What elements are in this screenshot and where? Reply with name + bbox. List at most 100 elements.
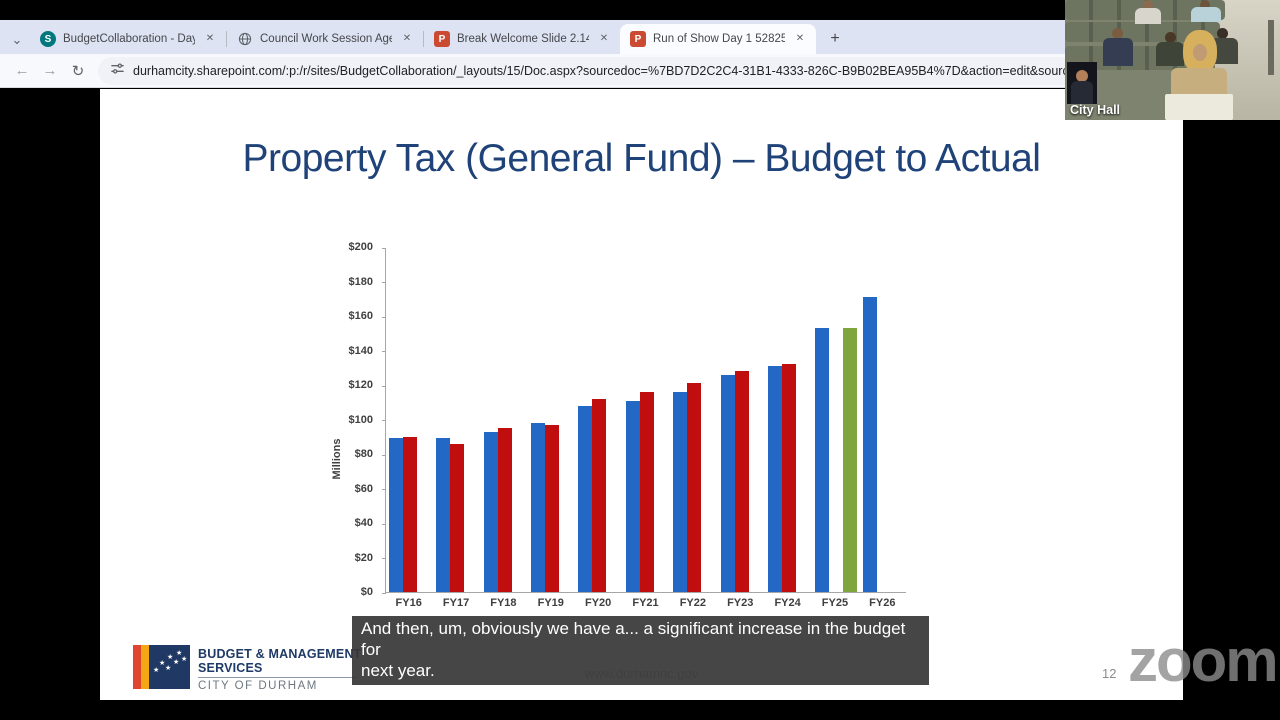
- bar-group-FY22: [670, 248, 717, 592]
- bar-s0-FY20: [578, 405, 593, 592]
- close-icon[interactable]: ✕: [795, 33, 805, 44]
- powerpoint-slide: Property Tax (General Fund) – Budget to …: [100, 89, 1183, 700]
- slide-title: Property Tax (General Fund) – Budget to …: [242, 137, 1041, 180]
- y-axis-tick-mark: [382, 592, 386, 594]
- y-axis-tick-label: $200: [348, 241, 373, 253]
- x-axis-tick-label: FY21: [632, 597, 659, 609]
- video-person: [1103, 38, 1133, 66]
- video-participant-name: City Hall: [1070, 103, 1121, 117]
- x-axis-tick-label: FY20: [584, 597, 612, 609]
- logo-line1: BUDGET & MANAGEMENT: [198, 647, 362, 661]
- bar-s1-FY16: [403, 436, 417, 592]
- bar-s0-FY26: [862, 297, 877, 592]
- y-axis-tick-mark: [382, 489, 386, 490]
- speaker-podium: [1165, 94, 1233, 120]
- tab-separator: [226, 31, 227, 47]
- bar-group-FY17: [433, 248, 480, 592]
- participant-video-thumbnail[interactable]: City Hall: [1065, 0, 1280, 120]
- globe-icon: [237, 31, 253, 47]
- sharepoint-icon: S: [40, 31, 56, 47]
- bar-s1-FY17: [450, 443, 465, 592]
- powerpoint-icon: P: [434, 31, 450, 47]
- y-axis-tick-mark: [382, 247, 386, 249]
- y-axis-tick-label: $180: [348, 275, 373, 288]
- x-axis-tick-label: FY16: [395, 597, 422, 609]
- tab-council-work-session[interactable]: Council Work Session Agenda ... ✕: [227, 24, 423, 54]
- video-person: [1200, 0, 1210, 10]
- x-axis-labels: FY16 FY17 FY18 FY19 FY20 FY21 FY22 FY23 FY24 FY25…: [385, 597, 906, 613]
- powerpoint-icon: P: [630, 31, 646, 47]
- address-bar[interactable]: durhamcity.sharepoint.com/:p:/r/sites/Bu…: [98, 56, 1173, 85]
- x-axis-tick-label: FY24: [774, 597, 801, 609]
- speaker-face: [1193, 44, 1207, 61]
- bar-s0-FY23: [720, 374, 735, 592]
- close-icon[interactable]: ✕: [599, 33, 609, 44]
- caption-line-1: And then, um, obviously we have a... a s…: [361, 619, 906, 659]
- bar-group-FY25: [812, 248, 859, 592]
- bar-s0-FY21: [625, 400, 640, 592]
- forward-icon[interactable]: →: [42, 62, 58, 79]
- logo-divider: [198, 677, 358, 678]
- new-tab-button[interactable]: +: [830, 30, 840, 47]
- tab-title: Council Work Session Agenda ...: [260, 33, 392, 45]
- x-axis-tick-label: FY17: [442, 597, 470, 609]
- x-axis-tick-label: FY23: [727, 597, 754, 609]
- bar-s1-FY20: [592, 398, 607, 592]
- y-axis-tick-mark: [382, 420, 386, 421]
- bar-group-FY21: [623, 248, 670, 592]
- close-icon[interactable]: ✕: [205, 33, 215, 44]
- bar-s1-FY22: [687, 383, 702, 592]
- y-axis-tick-label: $120: [348, 379, 373, 391]
- bar-group-FY24: [765, 248, 812, 592]
- tab-title: Break Welcome Slide 2.14.25.p...: [457, 33, 589, 45]
- y-axis-tick-label: $20: [354, 551, 373, 564]
- bar-s1-FY21: [639, 391, 654, 592]
- bar-s1-FY19: [545, 424, 560, 592]
- bar-s1-FY23: [734, 371, 749, 592]
- tab-title: Run of Show Day 1 52825.pptx: [653, 33, 785, 45]
- picture-in-picture-video: [1067, 62, 1097, 104]
- browser-toolbar: ← → ↻ durhamcity.sharepoint.com/:p:/r/si…: [0, 54, 1183, 88]
- y-axis-tick-mark: [382, 454, 386, 456]
- bar-s1-FY18: [497, 428, 512, 592]
- close-icon[interactable]: ✕: [402, 33, 412, 44]
- back-icon[interactable]: ←: [14, 62, 30, 79]
- logo-line3: CITY OF DURHAM: [198, 680, 318, 692]
- y-axis-tick-label: $160: [348, 310, 373, 322]
- bar-s0-FY17: [436, 438, 451, 592]
- bar-s0-FY18: [483, 431, 498, 592]
- x-axis-tick-label: FY22: [679, 597, 706, 609]
- y-axis-tick-label: $0: [360, 586, 373, 598]
- video-person: [1112, 28, 1123, 39]
- bar-s0-FY19: [531, 422, 546, 592]
- site-settings-tune-icon[interactable]: [110, 61, 125, 81]
- bar-s0-FY16: [389, 438, 403, 592]
- bar-group-FY26: [860, 248, 907, 592]
- tab-run-of-show-active[interactable]: P Run of Show Day 1 52825.pptx ✕: [620, 24, 816, 54]
- zoom-watermark: zoom: [1128, 627, 1279, 694]
- bar-group-FY20: [575, 248, 622, 592]
- y-axis-tick-label: $40: [354, 517, 373, 529]
- durham-flag-icon: ★ ★ ★ ★ ★ ★ ★: [133, 645, 190, 689]
- bar-group-FY19: [528, 248, 575, 592]
- y-axis-tick-mark: [382, 316, 386, 318]
- tab-title: BudgetCollaboration - Day On...: [63, 33, 195, 45]
- browser-content-area: Property Tax (General Fund) – Budget to …: [0, 89, 1183, 700]
- bar-group-FY23: [718, 248, 765, 592]
- tab-search-chevron-icon[interactable]: ⌄: [11, 32, 23, 47]
- y-axis-tick-mark: [382, 351, 386, 352]
- video-chair-row: [1065, 22, 1220, 42]
- reload-icon[interactable]: ↻: [71, 62, 85, 80]
- y-axis-tick-label: $100: [348, 413, 373, 426]
- video-person: [1217, 28, 1228, 39]
- url-text: durhamcity.sharepoint.com/:p:/r/sites/Bu…: [133, 63, 1148, 78]
- y-axis-tick-mark: [382, 385, 386, 387]
- tab-separator: [423, 31, 424, 47]
- y-axis-tick-labels: $0 $20 $40 $60 $80 $100 $120 $140 $160 $180 $200: [335, 241, 379, 598]
- bar-s0-FY25: [815, 328, 830, 592]
- tab-budget-collaboration[interactable]: S BudgetCollaboration - Day On... ✕: [30, 24, 226, 54]
- caption-line-2: next year.: [361, 661, 435, 680]
- tab-break-welcome-slide[interactable]: P Break Welcome Slide 2.14.25.p... ✕: [424, 24, 620, 54]
- y-axis-tick-mark: [382, 523, 386, 525]
